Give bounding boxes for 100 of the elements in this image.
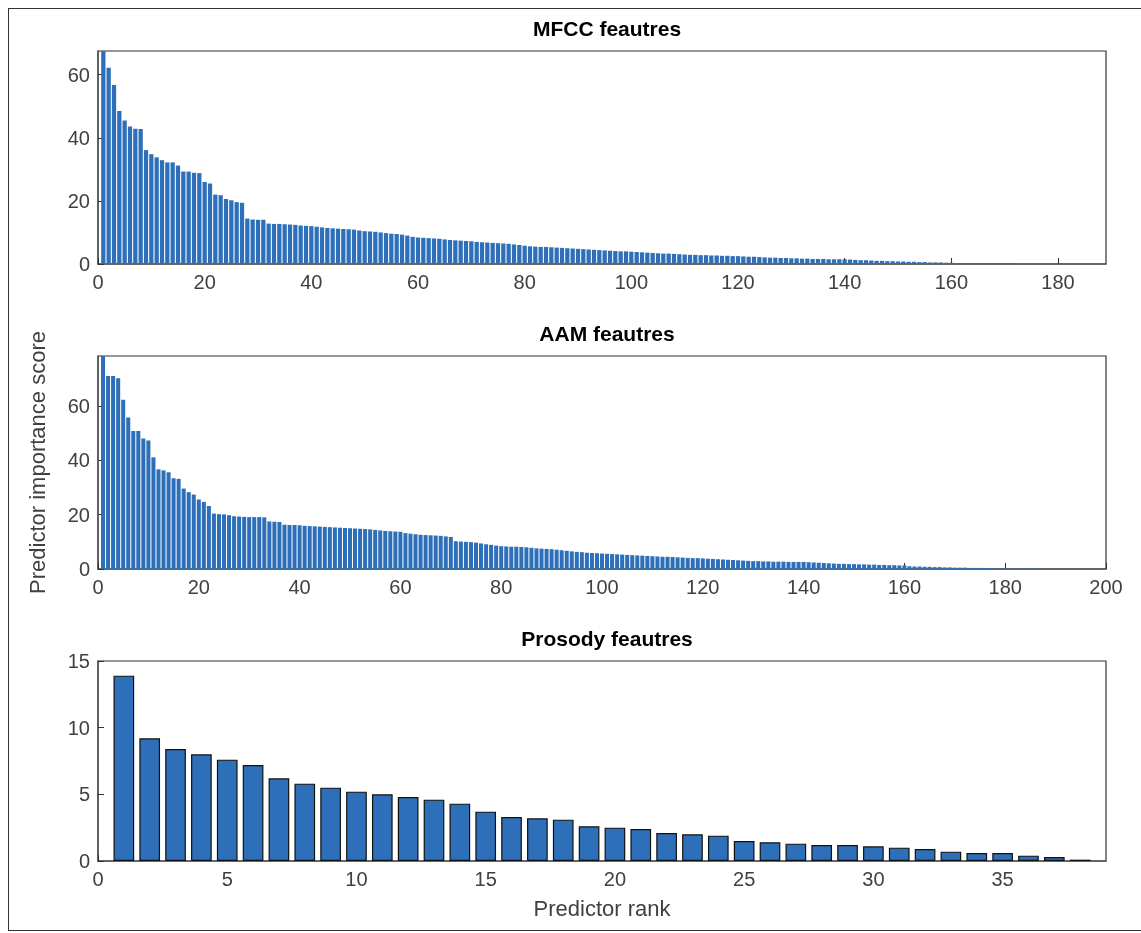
chart-title: AAM feautres — [539, 322, 675, 345]
bar — [759, 842, 781, 861]
bar — [733, 841, 755, 861]
bar — [914, 849, 936, 861]
bar — [165, 749, 186, 861]
bar — [591, 249, 597, 264]
bar — [415, 237, 421, 264]
bar — [475, 811, 497, 861]
bar — [501, 817, 522, 861]
x-tick-label: 80 — [490, 576, 513, 598]
x-tick-label: 20 — [603, 868, 627, 890]
x-tick-label: 40 — [300, 271, 323, 293]
bar — [159, 160, 165, 264]
chart-title: MFCC feautres — [532, 17, 682, 40]
x-tick-label: 140 — [827, 271, 862, 293]
x-tick-label: 35 — [991, 868, 1014, 890]
bar — [751, 256, 757, 264]
bar — [992, 853, 1013, 861]
bar — [287, 224, 293, 264]
x-tick-label: 20 — [193, 271, 216, 293]
y-tick-label: 0 — [78, 253, 90, 275]
bar — [191, 172, 197, 264]
y-tick-label: 15 — [67, 650, 90, 672]
bar — [527, 818, 548, 861]
y-tick-label: 10 — [67, 716, 90, 739]
x-tick-label: 160 — [934, 271, 969, 293]
y-tick-label: 0 — [78, 558, 90, 580]
x-tick-label: 20 — [187, 576, 210, 598]
bar — [607, 250, 613, 264]
y-tick-label: 0 — [78, 850, 90, 872]
bar — [216, 759, 238, 861]
bar — [879, 260, 885, 264]
bar — [399, 234, 405, 264]
bar — [511, 244, 517, 264]
x-tick-label: 120 — [721, 271, 755, 293]
bar — [191, 754, 212, 861]
y-tick-label: 60 — [67, 63, 90, 86]
bar — [495, 243, 501, 264]
bar — [623, 251, 629, 264]
x-tick-label: 100 — [614, 271, 649, 293]
x-tick-label: 40 — [288, 576, 311, 598]
bar — [351, 229, 357, 264]
bar — [255, 219, 261, 264]
bar — [223, 199, 229, 264]
bar — [863, 846, 884, 861]
y-tick-label: 60 — [67, 394, 90, 417]
x-tick-label: 160 — [887, 576, 922, 598]
bar — [785, 843, 807, 861]
y-tick-label: 40 — [67, 449, 90, 472]
x-tick-label: 120 — [686, 576, 720, 598]
bar — [630, 829, 652, 861]
bar — [575, 248, 581, 264]
bar — [559, 247, 565, 264]
bar — [604, 827, 626, 861]
bar — [655, 253, 661, 264]
x-tick-label: 0 — [92, 271, 104, 293]
bar — [113, 675, 135, 861]
bar — [271, 223, 277, 264]
bar — [1043, 857, 1065, 861]
x-tick-label: 0 — [92, 868, 104, 890]
bar — [815, 258, 821, 264]
y-tick-label: 20 — [67, 503, 90, 526]
bar — [371, 794, 393, 861]
y-tick-label: 40 — [67, 126, 90, 149]
bar — [599, 553, 605, 569]
bar — [851, 564, 857, 569]
bar — [346, 791, 367, 861]
x-tick-label: 180 — [1041, 271, 1075, 293]
bar — [552, 819, 574, 861]
bar — [207, 183, 213, 264]
x-tick-label: 10 — [345, 868, 368, 890]
x-tick-label: 5 — [221, 868, 233, 890]
x-tick-label: 80 — [513, 271, 536, 293]
bar — [320, 787, 341, 861]
x-tick-label: 140 — [786, 576, 821, 598]
bar — [543, 246, 549, 264]
bar — [703, 255, 709, 264]
y-tick-label: 5 — [78, 783, 90, 806]
bar — [347, 528, 353, 569]
bar — [101, 356, 106, 569]
x-tick-label: 100 — [585, 576, 619, 598]
x-axis-title: Predictor rank — [533, 895, 672, 921]
bar — [268, 778, 290, 861]
bar — [383, 233, 389, 264]
x-tick-label: 25 — [733, 868, 756, 890]
bar — [367, 231, 373, 264]
bar — [479, 242, 485, 264]
x-tick-label: 60 — [406, 271, 430, 293]
x-tick-label: 30 — [862, 868, 885, 890]
bar — [431, 238, 437, 264]
bar — [682, 834, 703, 861]
chart-title: Prosody feautres — [521, 627, 693, 650]
bar — [101, 51, 106, 264]
bar — [335, 228, 341, 264]
bar — [175, 165, 181, 264]
x-tick-label: 0 — [92, 576, 104, 598]
y-axis-title: Predictor importance score — [24, 331, 50, 594]
bar — [966, 853, 988, 861]
x-tick-label: 15 — [474, 868, 497, 890]
bar — [578, 826, 600, 861]
